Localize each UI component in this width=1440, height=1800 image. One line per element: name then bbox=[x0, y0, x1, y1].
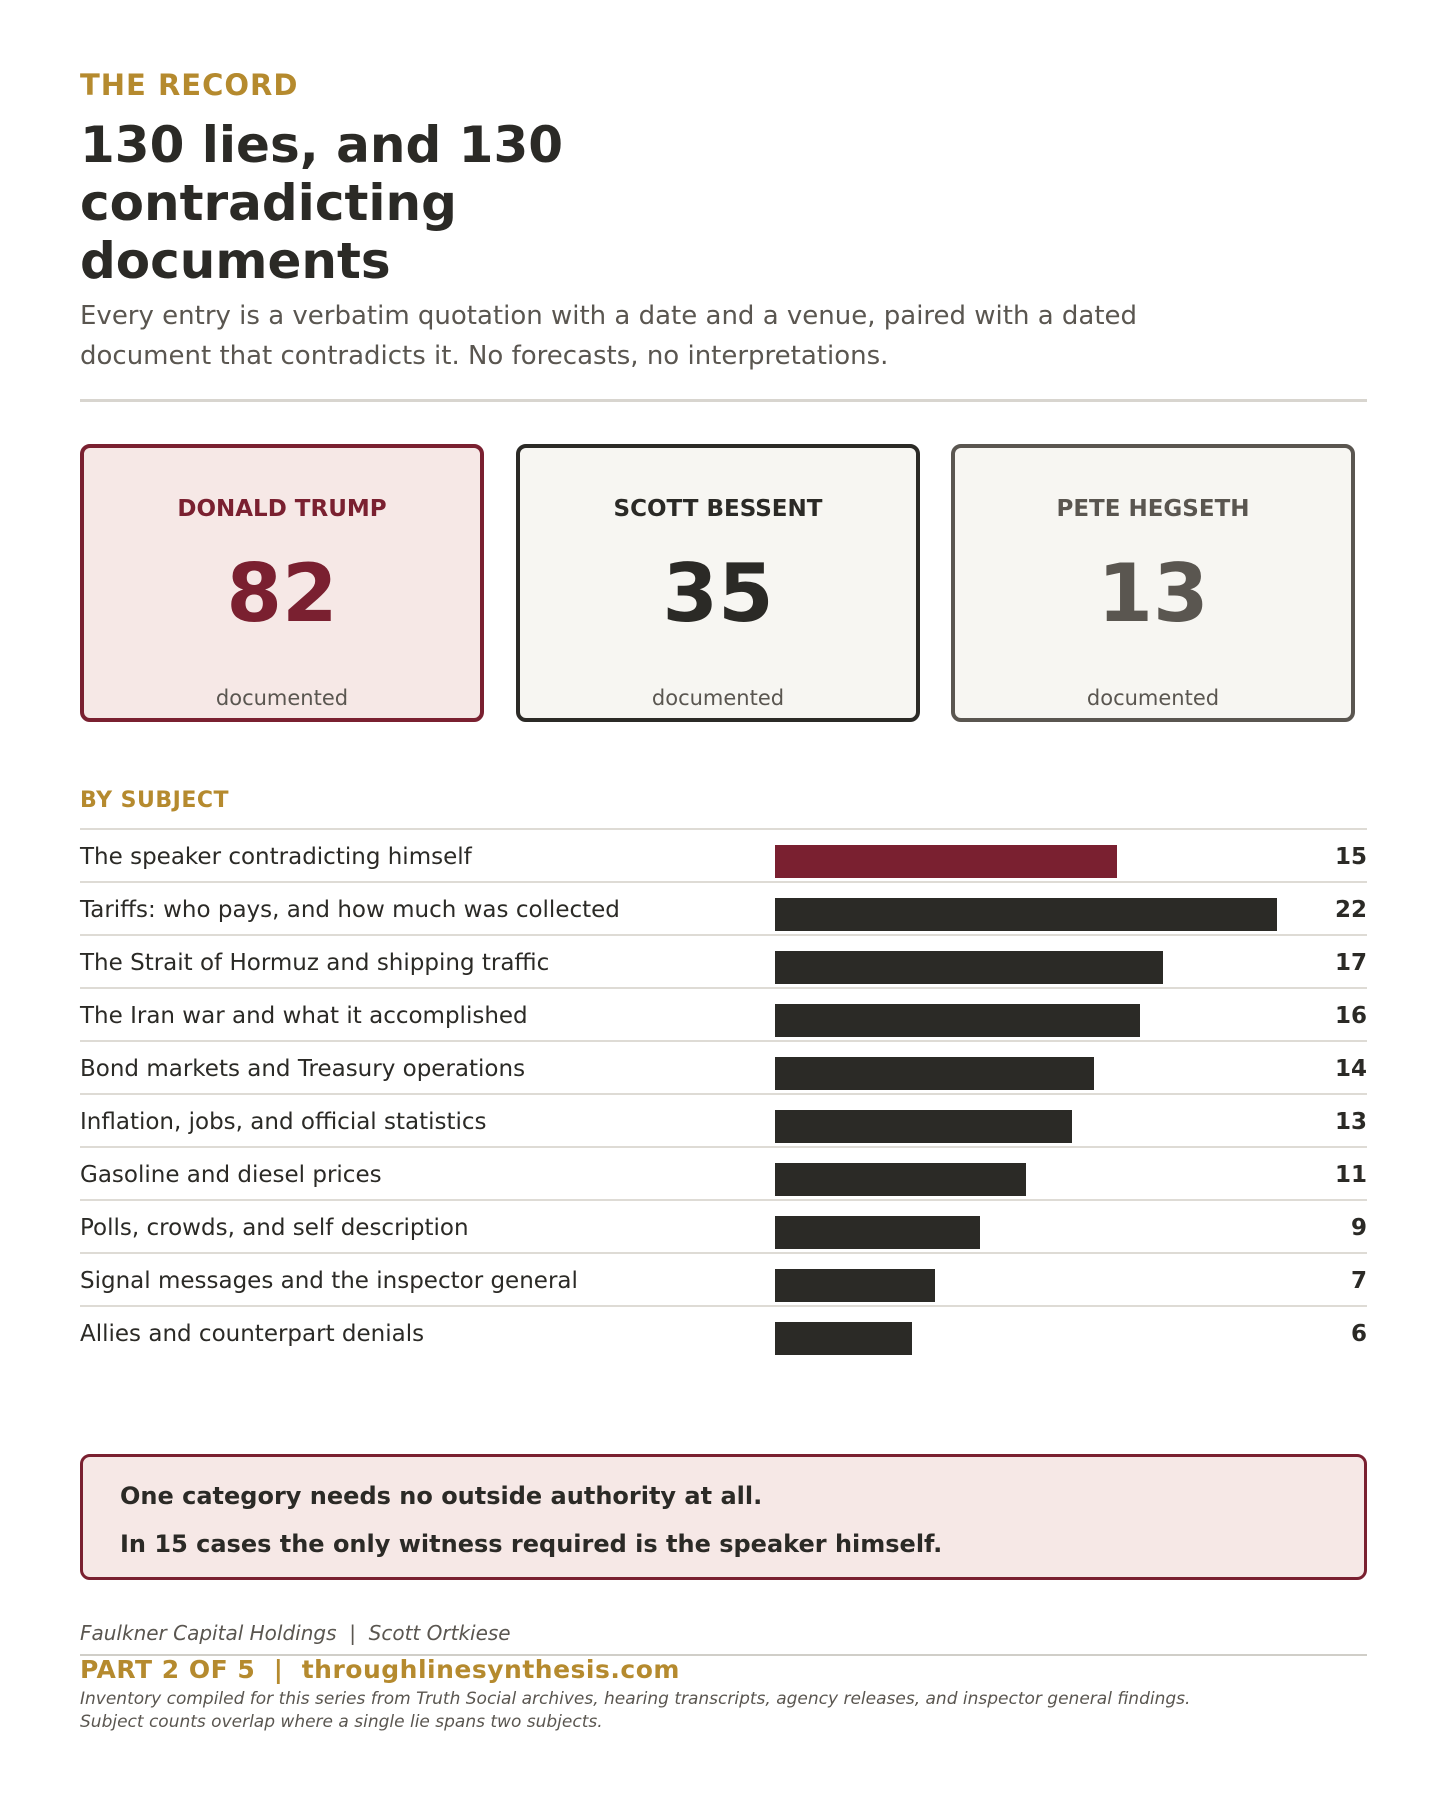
divider bbox=[80, 399, 1367, 402]
card-count: 82 bbox=[226, 547, 338, 640]
bar-value-label: 15 bbox=[1334, 844, 1367, 870]
bar bbox=[775, 1216, 980, 1249]
bar-label: Polls, crowds, and self description bbox=[80, 1215, 469, 1241]
callout-line-2: In 15 cases the only witness required is… bbox=[120, 1530, 943, 1558]
chart-row: The Strait of Hormuz and shipping traffi… bbox=[80, 934, 1367, 987]
card-label: documented bbox=[651, 686, 785, 710]
chart-row: Allies and counterpart denials 6 bbox=[80, 1305, 1367, 1358]
chart-row: Polls, crowds, and self description 9 bbox=[80, 1199, 1367, 1252]
bar bbox=[775, 1269, 935, 1302]
bar-label: Tariffs: who pays, and how much was coll… bbox=[80, 897, 620, 923]
bar-value-label: 16 bbox=[1334, 1003, 1367, 1029]
callout-line-1: One category needs no outside authority … bbox=[120, 1482, 763, 1510]
bar-value-label: 9 bbox=[1350, 1215, 1367, 1241]
card-count: 35 bbox=[662, 547, 774, 640]
bar bbox=[775, 1004, 1140, 1037]
bar-label: Inflation, jobs, and official statistics bbox=[80, 1109, 487, 1135]
byline: Faulkner Capital Holdings | Scott Ortkie… bbox=[80, 1621, 511, 1645]
card-trump: DONALD TRUMP 82 documented bbox=[80, 444, 484, 722]
bar-value-label: 17 bbox=[1334, 950, 1367, 976]
bar-value-label: 7 bbox=[1350, 1268, 1367, 1294]
bar bbox=[775, 1110, 1072, 1143]
card-label: documented bbox=[215, 686, 349, 710]
bar-label: Allies and counterpart denials bbox=[80, 1321, 425, 1347]
bar bbox=[775, 1163, 1026, 1196]
bar-label: Signal messages and the inspector genera… bbox=[80, 1268, 578, 1294]
card-bessent: SCOTT BESSENT 35 documented bbox=[516, 444, 920, 722]
bar-label: Gasoline and diesel prices bbox=[80, 1162, 382, 1188]
bar bbox=[775, 951, 1163, 984]
chart-row: Bond markets and Treasury operations 14 bbox=[80, 1040, 1367, 1093]
chart-row: Inflation, jobs, and official statistics… bbox=[80, 1093, 1367, 1146]
bar bbox=[775, 1057, 1094, 1090]
card-count: 13 bbox=[1097, 547, 1209, 640]
bar bbox=[775, 1322, 912, 1355]
series-label: PART 2 OF 5 | throughlinesynthesis.com bbox=[80, 1655, 680, 1684]
infographic-page: THE RECORD 130 lies, and 130 contradicti… bbox=[80, 0, 1367, 1800]
bar-value-label: 11 bbox=[1334, 1162, 1367, 1188]
bar-value-label: 14 bbox=[1334, 1056, 1367, 1082]
bar bbox=[775, 898, 1277, 931]
subject-bar-chart: The speaker contradicting himself 15 Tarif… bbox=[80, 828, 1367, 1358]
bar-label: The Strait of Hormuz and shipping traffi… bbox=[80, 950, 550, 976]
bar-label: The Iran war and what it accomplished bbox=[80, 1003, 528, 1029]
kicker: THE RECORD bbox=[80, 68, 299, 102]
chart-row: Tariffs: who pays, and how much was coll… bbox=[80, 881, 1367, 934]
page-title: 130 lies, and 130 contradicting document… bbox=[80, 116, 564, 290]
card-name: SCOTT BESSENT bbox=[613, 496, 823, 522]
footer-divider bbox=[80, 1654, 1367, 1656]
chart-row: The speaker contradicting himself 15 bbox=[80, 828, 1367, 881]
source-note: Inventory compiled for this series from … bbox=[80, 1689, 1191, 1732]
bar bbox=[775, 845, 1117, 878]
card-hegseth: PETE HEGSETH 13 documented bbox=[951, 444, 1355, 722]
bar-value-label: 22 bbox=[1334, 897, 1367, 923]
card-name: DONALD TRUMP bbox=[177, 496, 387, 522]
chart-row: Signal messages and the inspector genera… bbox=[80, 1252, 1367, 1305]
bar-label: The speaker contradicting himself bbox=[80, 844, 472, 870]
subtitle: Every entry is a verbatim quotation with… bbox=[80, 301, 1138, 371]
bar-label: Bond markets and Treasury operations bbox=[80, 1056, 526, 1082]
card-name: PETE HEGSETH bbox=[1056, 496, 1250, 522]
bar-value-label: 6 bbox=[1350, 1321, 1367, 1347]
bar-value-label: 13 bbox=[1334, 1109, 1367, 1135]
chart-row: The Iran war and what it accomplished 16 bbox=[80, 987, 1367, 1040]
callout-box: One category needs no outside authority … bbox=[80, 1454, 1367, 1580]
chart-row: Gasoline and diesel prices 11 bbox=[80, 1146, 1367, 1199]
section-label: BY SUBJECT bbox=[80, 788, 229, 813]
card-label: documented bbox=[1086, 686, 1220, 710]
